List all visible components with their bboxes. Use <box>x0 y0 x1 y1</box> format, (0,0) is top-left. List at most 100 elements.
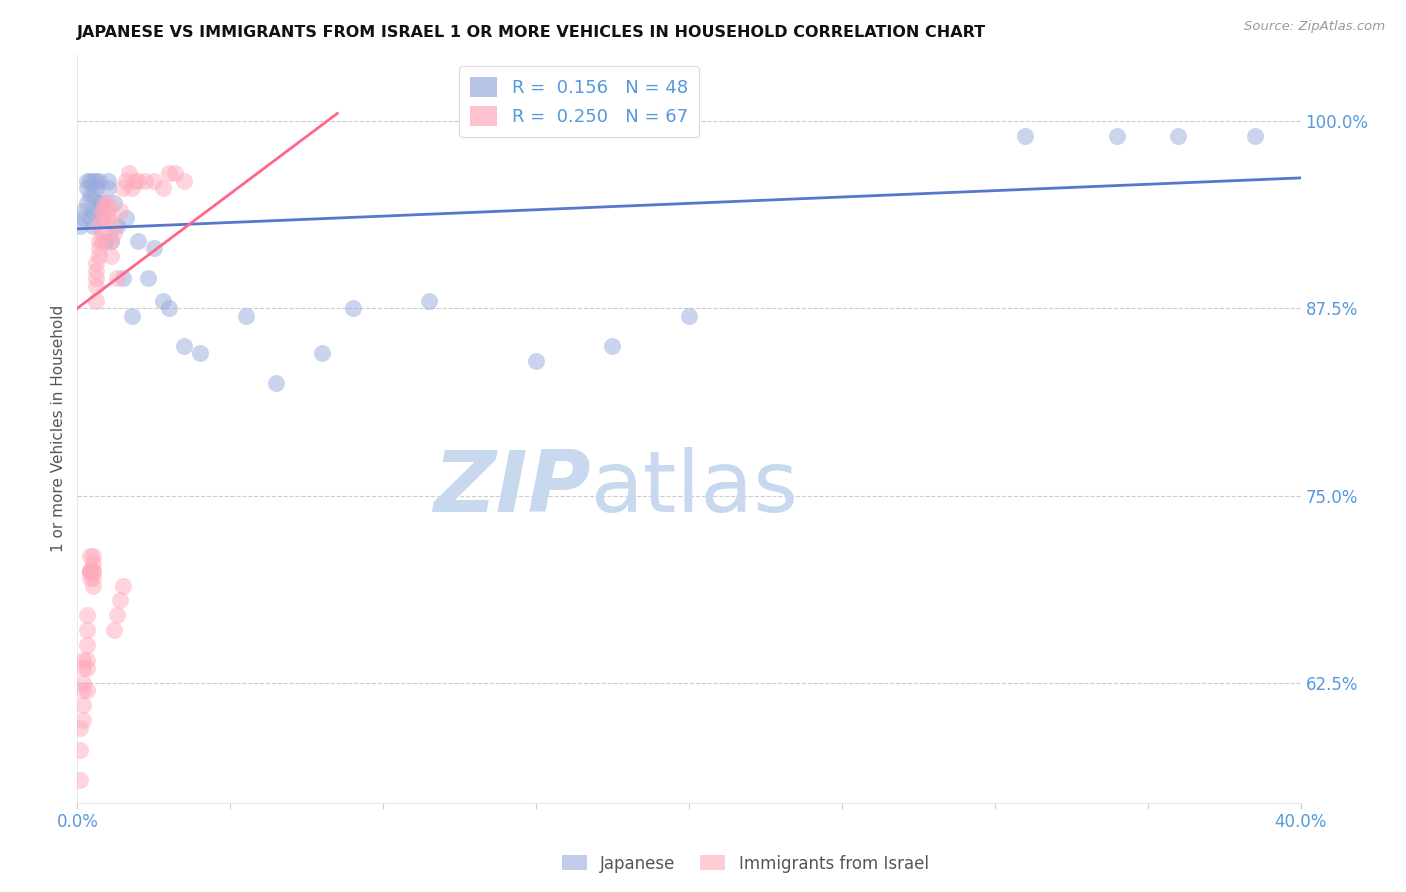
Point <box>82 556 104 570</box>
Point <box>100 234 122 248</box>
Point <box>76 608 98 623</box>
Point <box>87 241 110 255</box>
Point <box>84 293 107 308</box>
Point <box>121 309 143 323</box>
Point <box>157 301 180 316</box>
Point <box>94 203 117 218</box>
Point <box>79 174 101 188</box>
Point <box>84 181 107 195</box>
Point <box>112 578 135 592</box>
Point <box>311 346 333 360</box>
Point <box>235 309 257 323</box>
Point <box>1014 128 1036 143</box>
Point <box>127 234 149 248</box>
Point <box>84 174 107 188</box>
Point <box>134 174 156 188</box>
Point <box>79 564 101 578</box>
Point <box>82 549 104 563</box>
Point <box>90 211 112 226</box>
Point <box>173 339 195 353</box>
Point <box>97 181 120 195</box>
Point <box>79 189 101 203</box>
Point <box>142 241 165 255</box>
Point <box>678 309 700 323</box>
Point <box>127 174 149 188</box>
Point <box>79 549 101 563</box>
Point <box>152 293 174 308</box>
Point <box>69 743 91 757</box>
Point <box>82 189 104 203</box>
Point <box>79 564 101 578</box>
Point <box>105 271 128 285</box>
Point <box>82 219 104 233</box>
Point <box>152 181 174 195</box>
Point <box>142 174 165 188</box>
Point <box>76 653 98 667</box>
Point <box>97 203 120 218</box>
Point <box>76 661 98 675</box>
Point <box>87 234 110 248</box>
Point <box>72 211 94 226</box>
Point <box>76 624 98 638</box>
Point <box>90 227 112 241</box>
Point <box>82 571 104 585</box>
Point <box>173 174 195 188</box>
Point <box>97 211 120 226</box>
Text: atlas: atlas <box>591 447 799 530</box>
Point <box>76 181 98 195</box>
Point <box>84 264 107 278</box>
Point <box>69 219 91 233</box>
Point <box>103 624 125 638</box>
Point <box>72 698 94 713</box>
Point <box>84 256 107 270</box>
Point <box>79 564 101 578</box>
Point <box>524 353 547 368</box>
Point <box>90 211 112 226</box>
Point <box>82 174 104 188</box>
Point <box>112 181 135 195</box>
Point <box>72 676 94 690</box>
Point <box>87 174 110 188</box>
Point <box>118 166 141 180</box>
Point <box>1107 128 1129 143</box>
Point <box>97 174 120 188</box>
Point <box>115 174 138 188</box>
Point <box>100 234 122 248</box>
Point <box>90 203 112 218</box>
Point <box>97 196 120 211</box>
Point <box>112 271 135 285</box>
Point <box>82 564 104 578</box>
Point <box>84 271 107 285</box>
Point <box>342 301 364 316</box>
Point <box>72 683 94 698</box>
Point <box>108 203 131 218</box>
Point <box>79 564 101 578</box>
Point <box>165 166 187 180</box>
Point <box>1167 128 1189 143</box>
Point <box>72 653 94 667</box>
Point <box>103 196 125 211</box>
Point <box>79 211 101 226</box>
Point <box>1243 128 1265 143</box>
Point <box>188 346 211 360</box>
Point <box>103 219 125 233</box>
Point <box>87 249 110 263</box>
Point <box>124 174 146 188</box>
Legend: R =  0.156   N = 48, R =  0.250   N = 67: R = 0.156 N = 48, R = 0.250 N = 67 <box>460 66 699 136</box>
Point <box>72 661 94 675</box>
Point <box>418 293 440 308</box>
Point <box>82 564 104 578</box>
Point <box>90 196 112 211</box>
Point <box>94 196 117 211</box>
Point <box>72 203 94 218</box>
Point <box>105 219 128 233</box>
Point <box>115 211 138 226</box>
Point <box>136 271 159 285</box>
Legend: Japanese, Immigrants from Israel: Japanese, Immigrants from Israel <box>555 848 935 880</box>
Point <box>87 219 110 233</box>
Point <box>103 227 125 241</box>
Point <box>69 721 91 735</box>
Point <box>87 203 110 218</box>
Text: JAPANESE VS IMMIGRANTS FROM ISRAEL 1 OR MORE VEHICLES IN HOUSEHOLD CORRELATION C: JAPANESE VS IMMIGRANTS FROM ISRAEL 1 OR … <box>77 25 987 40</box>
Text: ZIP: ZIP <box>433 447 591 530</box>
